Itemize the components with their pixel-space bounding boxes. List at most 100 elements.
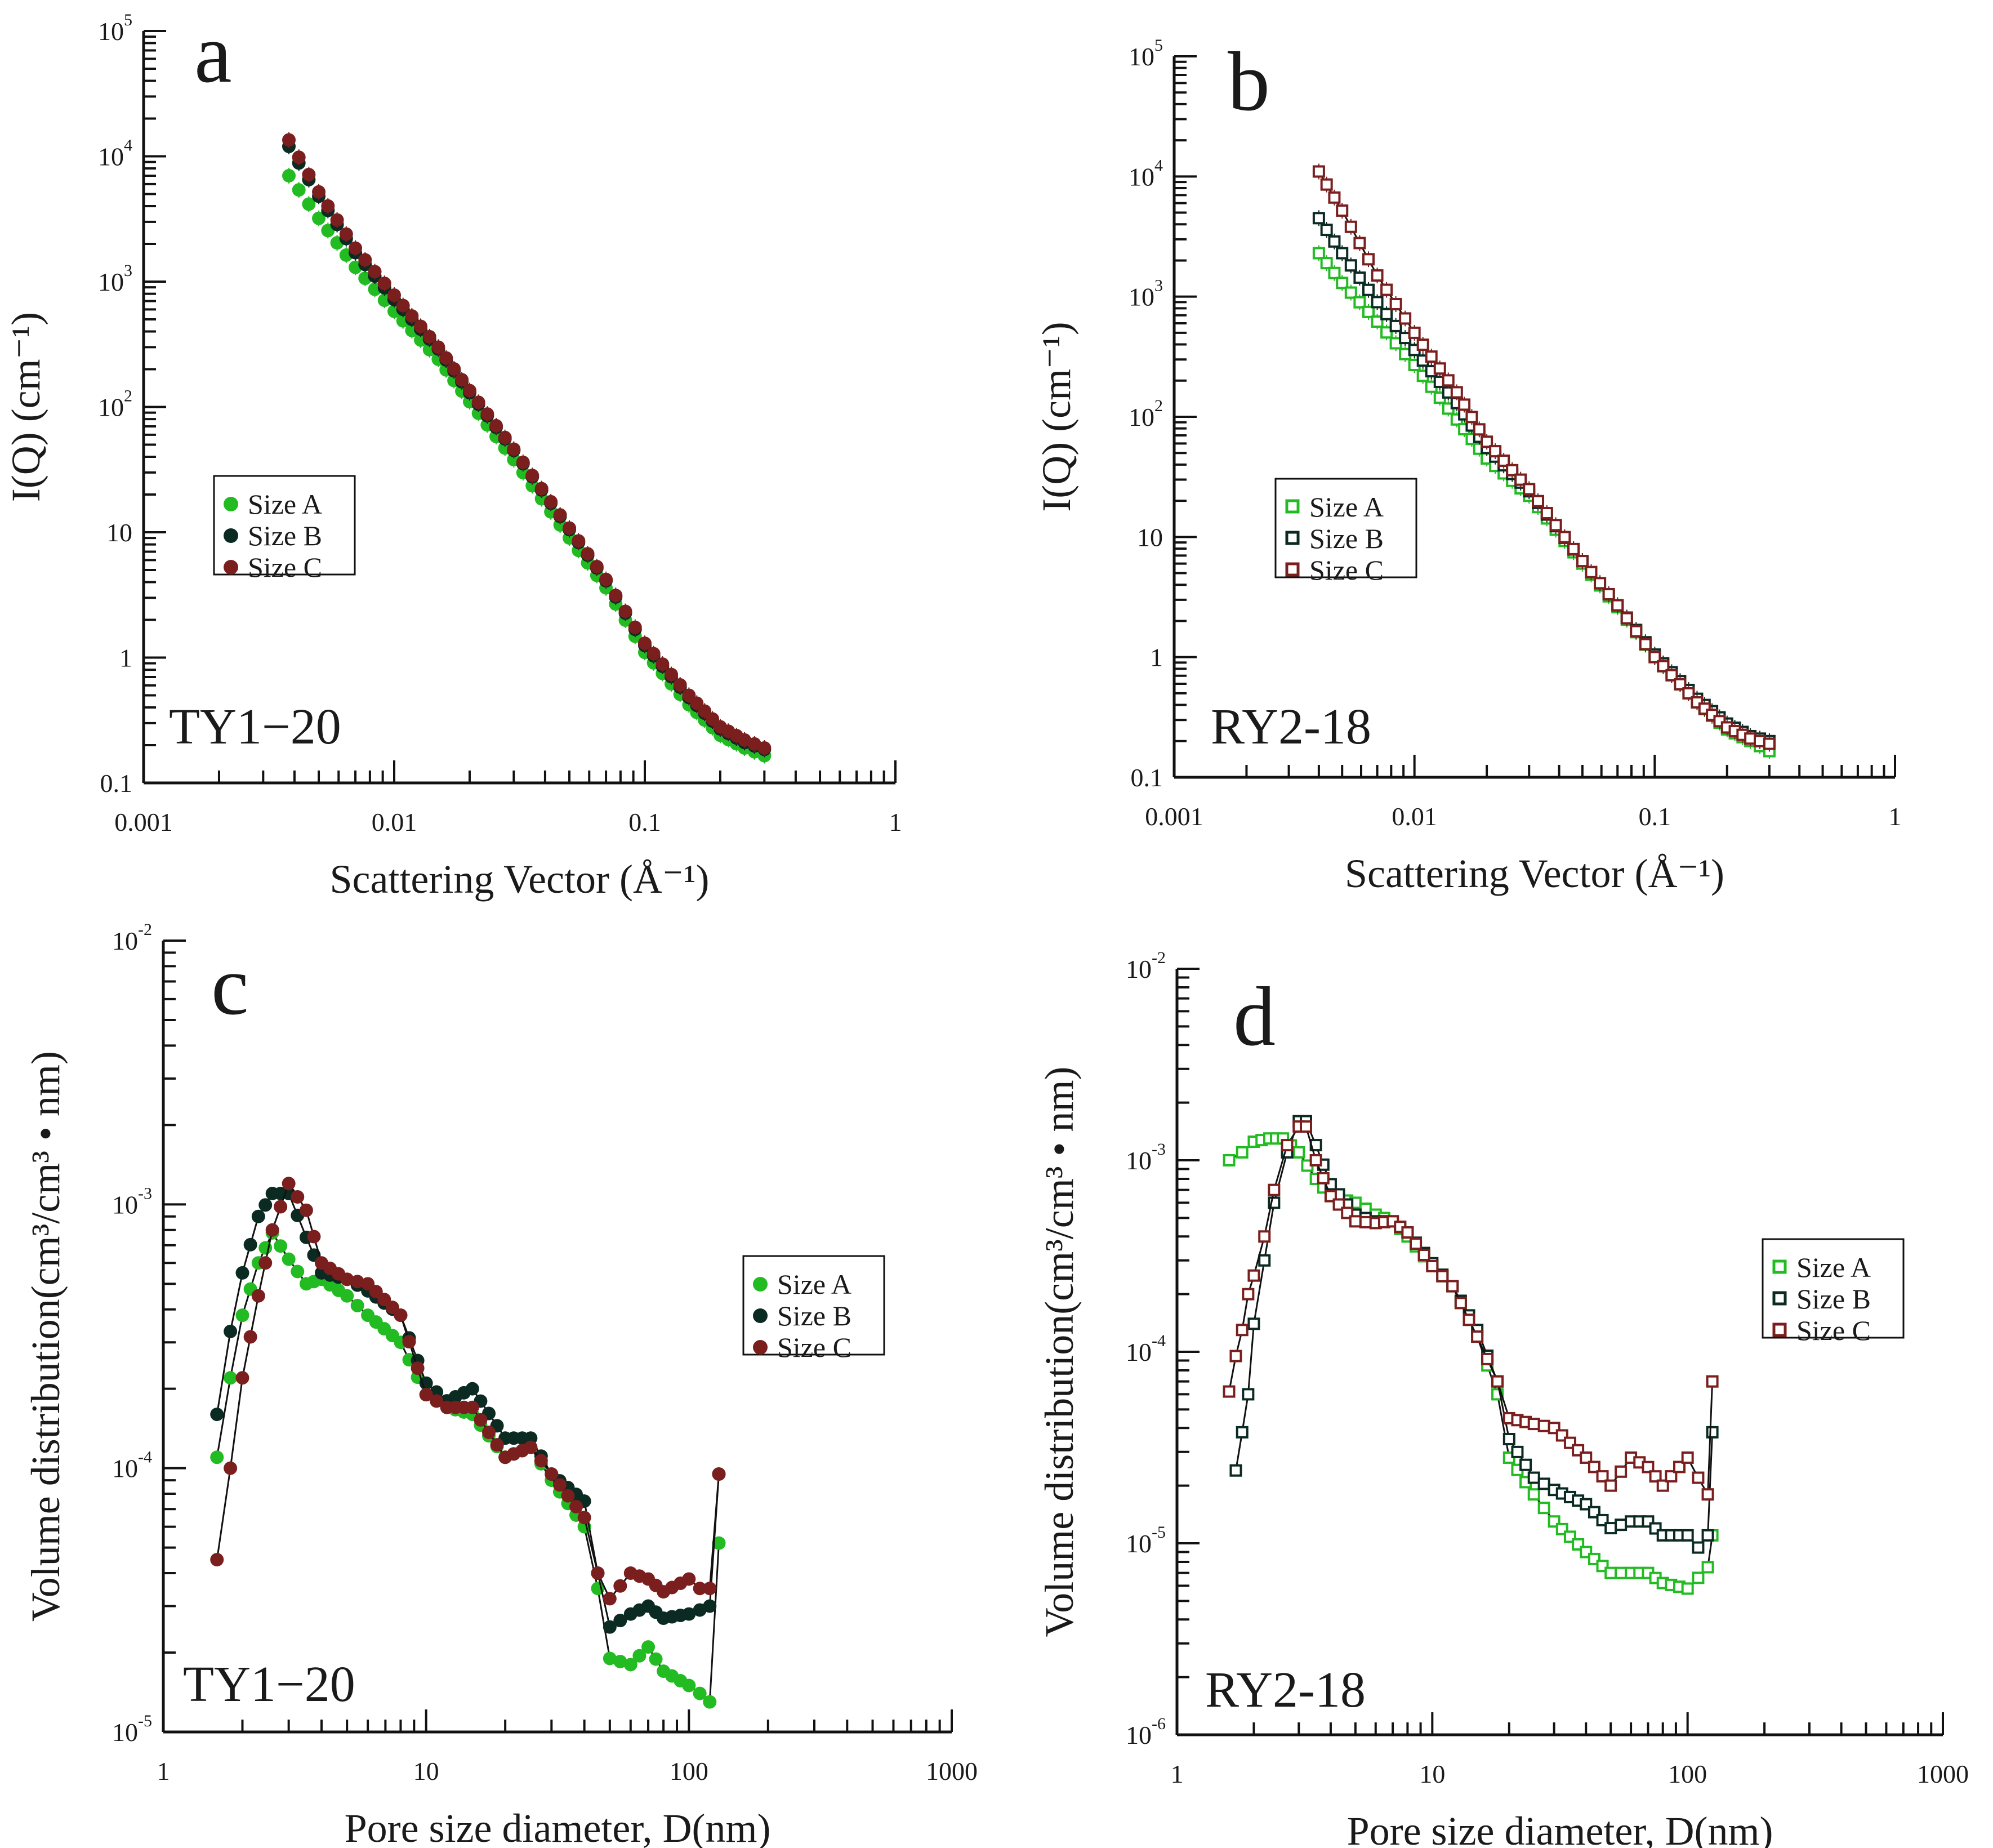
x-tick-label: 0.001 (1145, 802, 1203, 831)
y-tick-exponent: -4 (1152, 1332, 1166, 1350)
data-point (1281, 1139, 1294, 1152)
y-tick-label: 1 (1150, 643, 1163, 672)
y-tick-exponent: -6 (1152, 1715, 1166, 1733)
data-point (1519, 1458, 1532, 1471)
data-point (572, 534, 586, 548)
data-point (613, 1614, 627, 1628)
data-point (282, 1177, 296, 1191)
y-axis-title: Volume distribution(cm³/cm³ • nm) (1037, 1067, 1082, 1637)
data-point (1706, 1375, 1719, 1388)
data-point (757, 741, 772, 755)
x-tick-label: 100 (1668, 1760, 1707, 1788)
data-point (603, 1592, 617, 1606)
data-point (1312, 247, 1325, 260)
data-point (1527, 1471, 1540, 1484)
series-line (216, 1231, 720, 1704)
data-point (1371, 269, 1384, 282)
data-point (1300, 1120, 1313, 1133)
data-point (1362, 305, 1375, 318)
x-axis-title: Scattering Vector (Å⁻¹) (1345, 851, 1724, 896)
series-size-c (1312, 163, 1776, 752)
data-point (1611, 599, 1624, 612)
data-point (1465, 411, 1478, 424)
data-point (1417, 1249, 1430, 1262)
data-point (235, 1371, 249, 1385)
data-point (1502, 1433, 1515, 1446)
data-point (1682, 687, 1695, 700)
data-point (1258, 1230, 1271, 1243)
data-point (1410, 1237, 1423, 1250)
data-point (224, 1371, 238, 1385)
data-point (1681, 1529, 1694, 1542)
data-point (1349, 1215, 1362, 1228)
data-point (618, 604, 632, 618)
data-point (1604, 1479, 1617, 1492)
legend-marker (753, 1340, 768, 1355)
data-point (712, 1536, 726, 1550)
data-point (1416, 339, 1429, 351)
series-size-c (210, 1177, 726, 1606)
data-point (563, 521, 577, 535)
data-point (1681, 1582, 1694, 1595)
data-point (1399, 312, 1412, 325)
data-point (394, 1308, 408, 1322)
data-point (682, 1572, 696, 1586)
data-point (1436, 1270, 1449, 1283)
data-point (1446, 1280, 1459, 1293)
y-tick-exponent: 3 (1154, 277, 1163, 295)
data-point (282, 1252, 296, 1266)
legend-label: Size A (248, 488, 322, 520)
data-point (1425, 350, 1438, 363)
data-point (422, 329, 436, 344)
panel-letter: b (1228, 35, 1270, 128)
data-point (603, 1620, 617, 1634)
data-point (603, 1651, 617, 1666)
data-point (1649, 1470, 1662, 1483)
legend-label: Size C (777, 1332, 851, 1363)
y-tick-label: 1 (119, 644, 132, 673)
legend-marker (1285, 531, 1300, 545)
chart-panel-a: 0.001 0.01 0.1 10.1110102103104105Scatterin… (3, 7, 902, 902)
y-tick-base: 10 (112, 1718, 138, 1747)
y-tick-label: 0.1 (100, 769, 133, 798)
data-point (632, 1649, 647, 1663)
y-tick-base: 10 (112, 1454, 138, 1483)
data-point (1229, 1464, 1242, 1477)
data-point (339, 227, 353, 241)
data-point (265, 1223, 279, 1237)
y-tick-label: 10-2 (112, 920, 152, 955)
data-point (1344, 220, 1357, 233)
data-point (251, 1209, 265, 1223)
data-point (1602, 588, 1615, 601)
y-tick-label: 102 (98, 387, 132, 422)
legend-box (1762, 1238, 1905, 1339)
data-point (465, 1400, 479, 1414)
data-point (302, 197, 316, 211)
data-point (368, 265, 382, 279)
data-point (1604, 1566, 1617, 1579)
data-point (377, 277, 391, 291)
data-point (402, 1335, 416, 1349)
data-point (419, 1388, 433, 1402)
chart-panel-b: 0.001 0.01 0.1 10.1110102103104105Scatterin… (1034, 35, 1902, 896)
data-point (274, 1239, 288, 1253)
data-point (291, 1264, 305, 1279)
legend-marker (224, 528, 238, 543)
data-point (274, 1200, 288, 1214)
x-tick-label: 1000 (1917, 1760, 1969, 1788)
data-point (1701, 1529, 1714, 1542)
legend-label: Size A (1309, 491, 1384, 523)
data-point (1344, 286, 1357, 299)
data-point (1223, 1154, 1236, 1166)
data-point (591, 1566, 605, 1580)
y-tick-label: 0.1 (1131, 763, 1163, 792)
data-point (358, 253, 372, 267)
data-point (1657, 660, 1670, 673)
data-point (430, 1394, 444, 1408)
data-point (1454, 1297, 1467, 1310)
y-tick-exponent: 4 (124, 136, 132, 155)
data-point (1596, 1470, 1609, 1483)
data-point (1580, 1451, 1593, 1464)
